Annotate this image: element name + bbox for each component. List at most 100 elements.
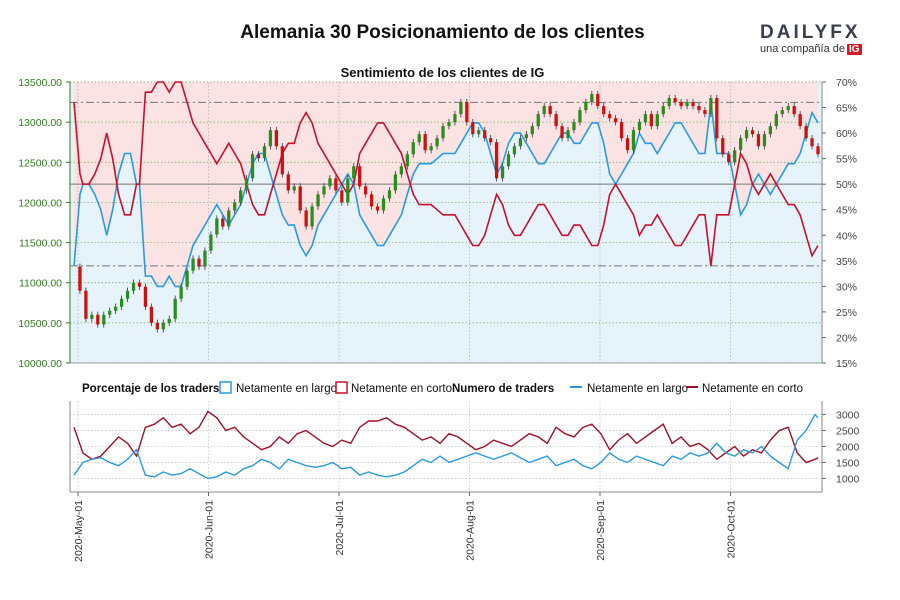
candle-body [625,138,630,151]
candle-body [262,146,267,159]
candle-body [804,126,808,139]
candle-body [268,130,273,147]
candle-body [233,202,237,211]
x-axis: 2020-May-01 2020-Jun-01 2020-Jul-01 2020-Au… [73,492,738,562]
short-pct-line [73,81,819,266]
candle-body [738,138,743,151]
candle-body [643,114,648,123]
sub-tick-label: 1000 [836,473,860,485]
x-tick-label: 2020-Oct-01 [726,500,738,559]
candle-body [780,110,784,115]
candle-body [566,130,570,139]
candle-body [316,194,320,207]
candle-body [447,122,451,127]
candle-body [393,174,398,191]
candle-body [768,126,773,135]
candle-body [358,166,362,187]
candle-body [435,138,439,147]
candle-body [560,126,564,139]
trader-count-lines [73,410,819,480]
candle-body [310,206,314,227]
candle-body [471,122,475,135]
candle-body [709,98,713,115]
reference-lines [70,101,822,267]
candle-body [578,110,582,123]
candle-body [96,314,100,325]
candle-body [524,134,528,139]
candle-body [691,102,695,107]
sub-tick-label: 3000 [836,410,860,422]
right-tick-label: 35% [836,256,857,268]
right-tick-label: 45% [836,205,857,217]
candle-body [381,198,386,211]
legend-pct-short-swatch [335,381,348,394]
right-tick-label: 20% [836,332,857,344]
candle-body [405,154,409,167]
legend-pct-long-swatch [219,381,232,394]
left-tick-label: 11500.00 [19,238,62,250]
candle-body [489,138,493,143]
right-tick-label: 70% [836,77,857,89]
candle-body [590,94,594,103]
candle-body [429,146,433,151]
candle-body [631,130,636,151]
candle-body [649,114,653,127]
candle-body [102,314,106,325]
candle-body [173,298,177,319]
chart-subtitle: Sentimiento de los clientes de IG [340,65,545,80]
candle-body [108,310,112,315]
candle-body [256,154,261,159]
candle-body [637,122,642,131]
candle-body [191,258,195,271]
left-tick-label: 11000.00 [19,278,62,290]
candle-body [465,102,469,123]
candle-body [727,154,731,163]
sub-tick-label: 2000 [836,442,860,454]
candle-body [244,178,249,191]
candle-body [322,186,326,195]
candle-body [721,138,725,155]
left-tick-label: 10500.00 [18,318,62,330]
right-tick-label: 65% [836,103,857,115]
candle-body [298,186,302,211]
candle-body [792,106,796,115]
candle-body [387,190,392,199]
candle-body [608,114,612,119]
dailyfx-logo: DAILYFX una compañía de IG [760,22,870,55]
candle-body [518,138,523,147]
long-count-line [73,413,819,480]
chart-title: Alemania 30 Posicionamiento de los clien… [240,22,645,43]
legend-pct-short: Netamente en corto [351,383,452,395]
candle-body [125,290,130,299]
candle-body [548,106,552,115]
candle-body [411,142,415,155]
candle-body [155,322,159,330]
left-tick-label: 12500.00 [18,157,62,169]
candle-body [239,190,243,203]
candle-body [756,134,761,147]
candle-body [655,114,659,127]
candle-body [114,306,118,311]
logo-sub-label: una compañía de [760,43,846,55]
candle-body [459,102,463,115]
candle-body [685,102,689,107]
candle-body [375,206,380,211]
candle-body [673,98,677,103]
candle-body [530,126,534,135]
main-axes: 13500.00 13000.00 12500.00 12000.00 11500.00… [18,77,857,370]
candle-body [334,178,338,191]
candle-body [554,114,558,127]
candle-body [215,218,219,235]
logo-subtext: una compañía de IG [760,43,870,55]
right-tick-label: 50% [836,179,857,191]
candle-body [143,286,148,307]
candle-body [364,186,368,195]
candle-body [810,138,814,147]
candle-body [286,174,290,191]
candle-body [613,118,618,123]
candle-body [661,106,665,115]
x-tick-label: 2020-Sep-01 [595,500,607,561]
candle-body [161,322,165,330]
candle-body [137,282,142,287]
candle-body [250,154,255,179]
